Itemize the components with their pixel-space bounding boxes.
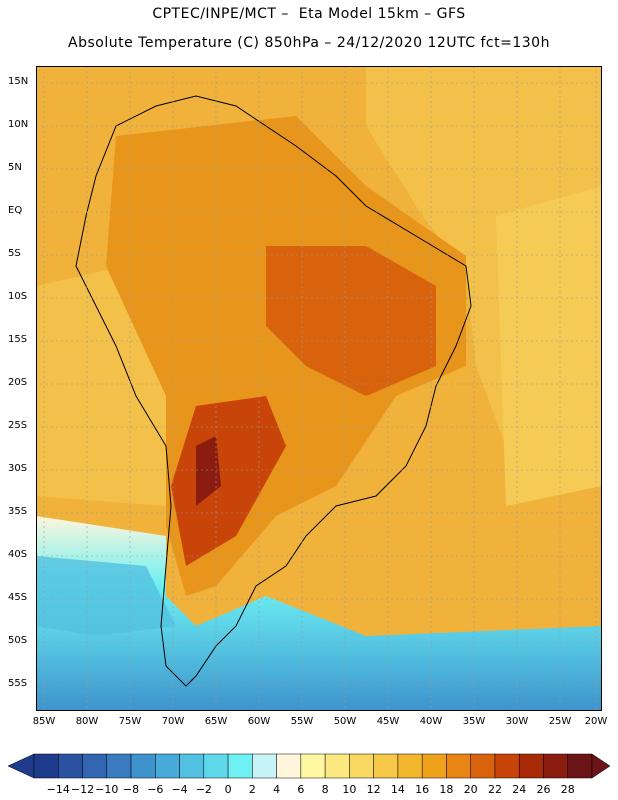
colorbar-tick-label: −14 [46, 783, 70, 796]
lat-label: 55S [8, 678, 28, 689]
colorbar-swatch [421, 753, 447, 779]
colorbar-tick-label: 22 [487, 783, 502, 796]
colorbar-swatch [373, 753, 399, 779]
lat-label: 5N [8, 162, 22, 173]
colorbar-swatch [227, 753, 253, 779]
temp-zone-south [36, 516, 602, 711]
lat-label: 15S [8, 334, 28, 345]
colorbar-tick-label: 12 [366, 783, 381, 796]
colorbar-tick-label: −4 [171, 783, 188, 796]
colorbar-swatch [349, 753, 374, 779]
colorbar-swatch [58, 753, 83, 779]
temperature-map [36, 66, 602, 711]
lat-label: 40S [8, 549, 28, 560]
colorbar-tick-label: 18 [439, 783, 454, 796]
lon-label: 20W [584, 716, 608, 727]
lat-label: 5S [8, 248, 21, 259]
colorbar-swatch [300, 753, 326, 779]
colorbar-swatch [155, 753, 180, 779]
temp-zone-max [196, 436, 221, 506]
colorbar-swatch [470, 753, 496, 779]
colorbar-swatch [518, 753, 544, 779]
colorbar-tick-label: −12 [70, 783, 95, 796]
colorbar-swatch [82, 753, 108, 779]
colorbar-tick-label: 26 [536, 783, 551, 796]
colorbar-swatch [567, 753, 593, 779]
chart-title-line2: Absolute Temperature (C) 850hPa – 24/12/… [68, 35, 550, 51]
lat-label: EQ [8, 205, 23, 216]
lat-label: 20S [8, 377, 28, 388]
lon-label: 45W [376, 716, 400, 727]
colorbar-tick-label: 6 [297, 783, 305, 796]
lat-label: 30S [8, 463, 28, 474]
colorbar-tick-label: 16 [415, 783, 430, 796]
lon-label: 35W [462, 716, 486, 727]
colorbar-tick-label: −2 [195, 783, 212, 796]
lon-label: 55W [290, 716, 314, 727]
colorbar-tick-label: −8 [122, 783, 140, 796]
colorbar-swatch [33, 753, 59, 779]
temp-zone-chaco [171, 396, 286, 566]
lat-label: 35S [8, 506, 28, 517]
lon-label: 75W [118, 716, 142, 727]
lon-label: 50W [333, 716, 357, 727]
lon-label: 60W [247, 716, 271, 727]
map-border [36, 66, 602, 711]
temp-zone-hot [266, 246, 436, 396]
colorbar-swatch [446, 753, 471, 779]
lat-label: 50S [8, 635, 28, 646]
temp-zone-southwest [36, 556, 176, 636]
colorbar-swatch [397, 753, 423, 779]
lon-label: 65W [204, 716, 228, 727]
colorbar-tick-label: −10 [95, 783, 119, 796]
map-grid [36, 66, 602, 711]
chart-title-line1: CPTEC/INPE/MCT – Eta Model 15km – GFS [152, 6, 466, 22]
colorbar-tick-label: 0 [224, 783, 232, 796]
lon-label: 25W [548, 716, 572, 727]
colorbar [7, 753, 611, 779]
lon-label: 85W [32, 716, 56, 727]
colorbar-tick-label: 8 [321, 783, 329, 796]
temp-zone-west [36, 266, 166, 506]
colorbar-swatch [543, 753, 568, 779]
lon-label: 40W [419, 716, 443, 727]
colorbar-swatch [203, 753, 229, 779]
colorbar-swatch [494, 753, 520, 779]
coastline [75, 95, 472, 687]
colorbar-swatch [276, 753, 302, 779]
colorbar-tick-label: 10 [342, 783, 357, 796]
colorbar-swatch [130, 753, 156, 779]
colorbar-tick-label: 2 [248, 783, 256, 796]
colorbar-tick-label: 20 [463, 783, 478, 796]
colorbar-tick-label: 28 [560, 783, 575, 796]
colorbar-swatch [252, 753, 277, 779]
temp-zone-east [496, 186, 602, 506]
colorbar-swatch [324, 753, 350, 779]
colorbar-arrow-high [591, 753, 611, 779]
lon-label: 30W [505, 716, 529, 727]
lon-label: 80W [75, 716, 99, 727]
colorbar-tick-label: 4 [273, 783, 281, 796]
lat-label: 15N [8, 76, 29, 87]
lat-label: 45S [8, 592, 28, 603]
lat-label: 10N [8, 119, 29, 130]
colorbar-tick-label: 24 [512, 783, 527, 796]
colorbar-swatch [106, 753, 132, 779]
colorbar-tick-label: 14 [390, 783, 405, 796]
colorbar-tick-label: −6 [147, 783, 164, 796]
lat-label: 10S [8, 291, 28, 302]
colorbar-swatch [179, 753, 205, 779]
lon-label: 70W [161, 716, 185, 727]
lat-label: 25S [8, 420, 28, 431]
colorbar-arrow-low [7, 753, 35, 779]
